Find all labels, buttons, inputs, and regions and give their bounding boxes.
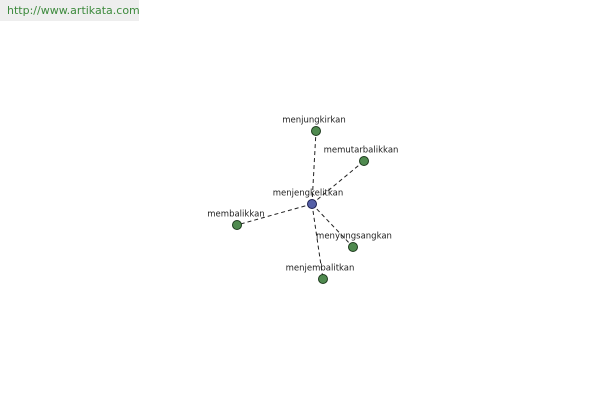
node-label[interactable]: menyungsangkan [316, 232, 392, 242]
node[interactable] [348, 242, 358, 252]
url-bar [0, 0, 139, 21]
node-label[interactable]: memutarbalikkan [324, 146, 399, 156]
node[interactable] [232, 220, 242, 230]
node[interactable] [311, 126, 321, 136]
edge [311, 130, 317, 205]
edge [311, 203, 354, 248]
node[interactable] [318, 274, 328, 284]
node-label[interactable]: menjungkirkan [282, 116, 346, 126]
edge [311, 160, 365, 205]
edge [311, 203, 324, 280]
center-label: menjengkelitkan [273, 189, 344, 199]
node[interactable] [359, 156, 369, 166]
node-label[interactable]: membalikkan [207, 210, 264, 220]
url[interactable]: http://www.artikata.com [7, 4, 140, 17]
edges [236, 130, 365, 280]
edge [236, 203, 313, 226]
center-node [307, 199, 317, 209]
node-label[interactable]: menjembalitkan [286, 264, 355, 274]
